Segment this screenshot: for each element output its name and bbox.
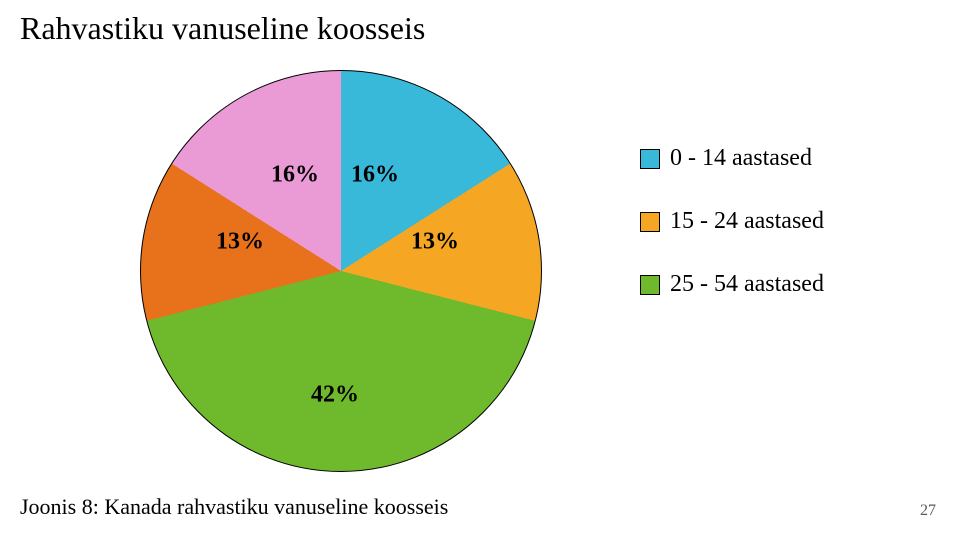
page-title: Rahvastiku vanuseline koosseis xyxy=(20,10,425,47)
page-number: 27 xyxy=(920,502,936,520)
figure-caption: Joonis 8: Kanada rahvastiku vanuseline k… xyxy=(20,494,448,520)
slice-label: 42% xyxy=(311,382,359,409)
legend-label: 15 - 24 aastased xyxy=(670,208,824,235)
slice-label: 16% xyxy=(271,162,319,189)
pie-graphic xyxy=(140,70,542,472)
legend-swatch xyxy=(640,275,660,295)
legend-item: 25 - 54 aastased xyxy=(640,271,824,298)
slice-label: 13% xyxy=(216,229,264,256)
legend-swatch xyxy=(640,149,660,169)
slice-label: 13% xyxy=(411,229,459,256)
legend-label: 25 - 54 aastased xyxy=(670,271,824,298)
legend-label: 0 - 14 aastased xyxy=(670,145,812,172)
legend-item: 0 - 14 aastased xyxy=(640,145,824,172)
slide: { "title": "Rahvastiku vanuseline koosse… xyxy=(0,0,960,540)
legend-item: 15 - 24 aastased xyxy=(640,208,824,235)
legend: 0 - 14 aastased 15 - 24 aastased 25 - 54 a… xyxy=(640,145,824,334)
pie-chart: 16% 13% 42% 13% 16% xyxy=(140,70,540,470)
legend-swatch xyxy=(640,212,660,232)
slice-label: 16% xyxy=(351,162,399,189)
